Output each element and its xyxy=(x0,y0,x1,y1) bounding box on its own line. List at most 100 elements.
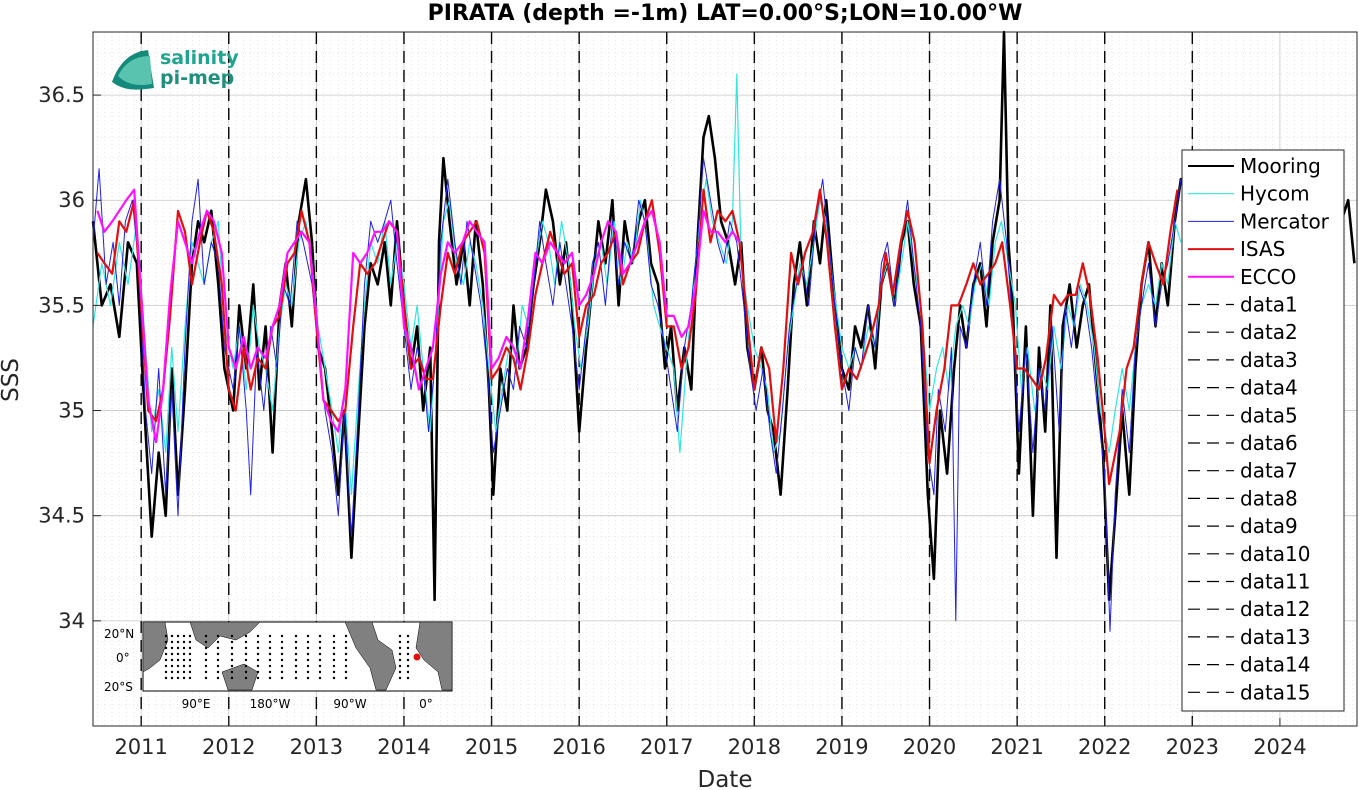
mooring-dot xyxy=(332,670,336,674)
mooring-dot xyxy=(344,646,348,650)
mooring-dot xyxy=(182,676,186,680)
mooring-dot xyxy=(230,646,234,650)
mooring-dot xyxy=(306,676,310,680)
mooring-dot xyxy=(294,670,298,674)
mooring-dot xyxy=(164,652,168,656)
mooring-dot xyxy=(216,658,220,662)
mooring-dot xyxy=(204,664,208,668)
mooring-dot xyxy=(216,676,220,680)
mooring-array-dots xyxy=(164,634,410,680)
mooring-dot xyxy=(344,640,348,644)
legend-entry-data9: data9 xyxy=(1240,514,1298,538)
mooring-dot xyxy=(176,640,180,644)
mooring-dot xyxy=(204,670,208,674)
mooring-dot xyxy=(164,634,168,638)
mooring-dot xyxy=(256,640,260,644)
mooring-dot xyxy=(204,658,208,662)
legend-entry-data2: data2 xyxy=(1240,320,1298,344)
mooring-dot xyxy=(182,670,186,674)
mooring-dot xyxy=(244,634,248,638)
legend-entry-data6: data6 xyxy=(1240,431,1298,455)
mooring-dot xyxy=(170,640,174,644)
mooring-dot xyxy=(268,646,272,650)
x-tick-label: 2013 xyxy=(290,735,343,759)
mooring-dot xyxy=(204,646,208,650)
mooring-dot xyxy=(182,646,186,650)
legend-box xyxy=(1181,149,1345,712)
chart-title: PIRATA (depth =-1m) LAT=0.00°S;LON=10.00… xyxy=(428,1,1023,26)
inset-land-africa-west xyxy=(142,621,169,673)
mooring-dot xyxy=(398,640,402,644)
mooring-dot xyxy=(280,664,284,668)
mooring-dot xyxy=(176,676,180,680)
x-tick-label: 2017 xyxy=(640,735,693,759)
legend-entry-data14: data14 xyxy=(1240,653,1311,677)
legend-entry-data5: data5 xyxy=(1240,403,1298,427)
mooring-dot xyxy=(188,670,192,674)
mooring-dot xyxy=(398,646,402,650)
mooring-dot xyxy=(344,652,348,656)
selected-mooring-marker xyxy=(413,653,421,661)
logo-line1: salinity xyxy=(160,47,239,69)
y-axis-ticks: 34 34.5 35 35.5 36 36.5 xyxy=(38,83,101,633)
mooring-dot xyxy=(268,664,272,668)
mooring-dot xyxy=(256,676,260,680)
mooring-dot xyxy=(280,676,284,680)
mooring-dot xyxy=(280,670,284,674)
legend-entry-hycom: Hycom xyxy=(1240,182,1310,206)
x-tick-label: 2022 xyxy=(1078,735,1131,759)
mooring-dot xyxy=(216,646,220,650)
inset-lon-label-0: 0° xyxy=(419,697,433,711)
mooring-dot xyxy=(332,646,336,650)
mooring-dot xyxy=(230,634,234,638)
mooring-dot xyxy=(176,664,180,668)
x-tick-label: 2011 xyxy=(114,735,167,759)
legend-entry-data11: data11 xyxy=(1240,570,1311,594)
mooring-dot xyxy=(268,670,272,674)
mooring-dot xyxy=(406,664,410,668)
mooring-dot xyxy=(294,658,298,662)
mooring-dot xyxy=(216,652,220,656)
series-ecco-line xyxy=(96,188,741,444)
mooring-dot xyxy=(244,646,248,650)
x-tick-label: 2014 xyxy=(377,735,430,759)
mooring-dot xyxy=(164,646,168,650)
mooring-dot xyxy=(306,658,310,662)
mooring-dot xyxy=(256,670,260,674)
mooring-dot xyxy=(176,634,180,638)
mooring-dot xyxy=(170,658,174,662)
mooring-dot xyxy=(170,634,174,638)
mooring-dot xyxy=(268,634,272,638)
mooring-dot xyxy=(216,664,220,668)
mooring-dot xyxy=(398,676,402,680)
mooring-dot xyxy=(256,652,260,656)
legend-entry-data15: data15 xyxy=(1240,680,1311,704)
x-tick-label: 2016 xyxy=(552,735,605,759)
y-tick-label: 34 xyxy=(58,609,85,633)
legend-entry-ecco: ECCO xyxy=(1240,265,1296,289)
mooring-dot xyxy=(332,676,336,680)
mooring-dot xyxy=(170,664,174,668)
mooring-dot xyxy=(170,646,174,650)
x-tick-label: 2021 xyxy=(990,735,1043,759)
legend-entry-isas: ISAS xyxy=(1240,237,1285,261)
mooring-dot xyxy=(170,670,174,674)
inset-land-australia xyxy=(221,663,259,691)
mooring-dot xyxy=(230,652,234,656)
mooring-dot xyxy=(176,652,180,656)
mooring-dot xyxy=(318,670,322,674)
mooring-dot xyxy=(244,676,248,680)
mooring-dot xyxy=(344,634,348,638)
mooring-dot xyxy=(318,658,322,662)
inset-map-ocean xyxy=(142,621,453,692)
legend-entry-data10: data10 xyxy=(1240,542,1311,566)
y-tick-label: 35 xyxy=(58,399,85,423)
mooring-dot xyxy=(318,652,322,656)
legend-entry-data7: data7 xyxy=(1240,459,1298,483)
mooring-dot xyxy=(406,652,410,656)
mooring-dot xyxy=(256,646,260,650)
legend-entry-mercator: Mercator xyxy=(1240,209,1330,233)
mooring-dot xyxy=(398,634,402,638)
mooring-dot xyxy=(176,658,180,662)
x-tick-label: 2020 xyxy=(903,735,956,759)
